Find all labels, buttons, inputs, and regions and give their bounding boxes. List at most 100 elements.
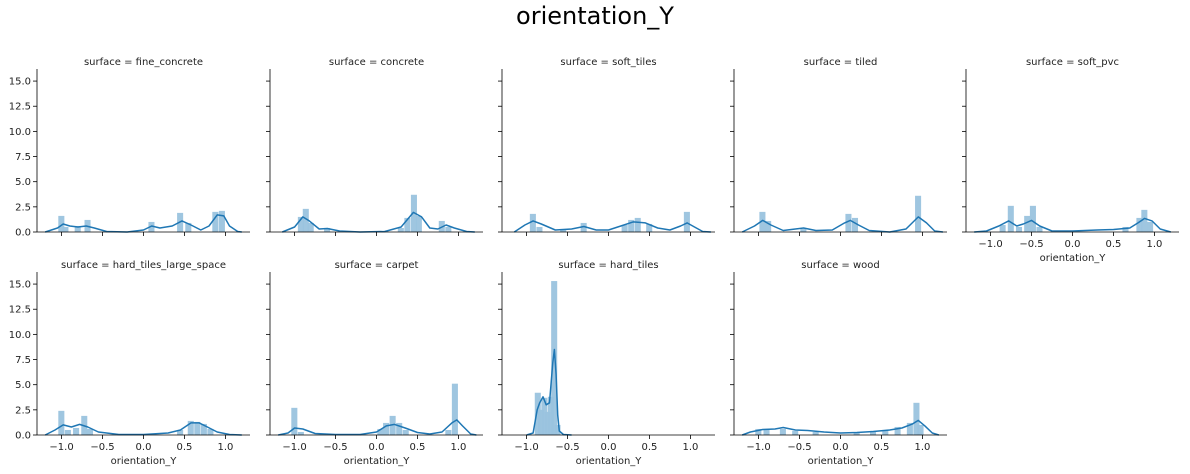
histogram-bar: [86, 428, 94, 435]
x-tick-label: −1.0: [746, 442, 770, 453]
y-tick-label: 0.0: [15, 431, 31, 442]
x-tick-label: 0.5: [410, 442, 426, 453]
y-tick-label: 5.0: [15, 380, 31, 391]
histogram-bar: [58, 215, 65, 232]
histogram-bar: [547, 396, 554, 435]
histogram-bar: [538, 409, 545, 435]
y-tick-label: 10.0: [9, 330, 31, 341]
facet-panel: surface = tiled: [730, 57, 947, 236]
histogram-bar: [148, 221, 155, 232]
panel-title: surface = hard_tiles_large_space: [61, 260, 226, 271]
facet-panel: surface = wood −1.0 −0.5 0.0 0.5 1.0 orientati…: [730, 260, 947, 467]
kde-line: [741, 216, 943, 233]
histogram-bar: [621, 224, 628, 232]
histogram-bar: [683, 211, 690, 232]
x-tick-label: 1.0: [450, 442, 466, 453]
histogram-bar: [415, 215, 422, 232]
x-tick-label: 0.5: [1106, 239, 1122, 250]
histogram-bar: [913, 402, 920, 435]
kde-line: [974, 217, 1172, 233]
histogram-bar: [200, 423, 207, 435]
histogram-bar: [297, 431, 304, 435]
histogram-bar: [62, 226, 69, 232]
panel-title: surface = tiled: [804, 57, 878, 68]
x-tick-label: −0.5: [787, 442, 811, 453]
histogram-bar: [383, 422, 390, 435]
histogram-bar: [851, 217, 859, 232]
x-tick-label: −1.0: [282, 442, 306, 453]
x-tick-label: 0.0: [601, 442, 617, 453]
x-tick-label: −1.0: [514, 442, 538, 453]
histogram-bar: [999, 224, 1006, 232]
x-tick-label: −0.5: [90, 442, 114, 453]
histogram-bar: [397, 227, 404, 232]
y-tick-label: 7.5: [15, 355, 31, 366]
histogram-bar: [534, 392, 541, 435]
histogram-bar: [1024, 215, 1031, 232]
kde-line: [513, 220, 711, 233]
x-axis-label: orientation_Y: [344, 456, 411, 467]
y-tick-label: 15.0: [9, 77, 31, 88]
histogram-bar: [58, 410, 65, 435]
y-tick-label: 5.0: [15, 177, 31, 188]
histogram-bar: [765, 220, 772, 232]
histogram-bar: [882, 429, 889, 435]
y-tick-label: 15.0: [9, 280, 31, 291]
panel-title: surface = carpet: [335, 260, 419, 271]
kde-line: [526, 348, 572, 436]
histogram-bar: [207, 428, 214, 435]
histogram-bar: [451, 383, 458, 435]
histogram-bar: [812, 431, 819, 435]
panel-title: surface = soft_pvc: [1026, 57, 1119, 68]
figure-title: orientation_Y: [516, 2, 674, 30]
histogram-bar: [404, 217, 411, 232]
histogram-bar: [845, 213, 852, 232]
x-axis-label: orientation_Y: [1040, 253, 1107, 264]
histogram-bar: [307, 222, 314, 232]
facet-panel: surface = concrete: [266, 57, 483, 236]
histogram-bar: [187, 420, 194, 435]
y-tick-label: 0.0: [15, 228, 31, 239]
x-tick-label: 1.0: [1146, 239, 1162, 250]
histogram-bar: [1007, 205, 1014, 232]
histogram-bar: [185, 222, 192, 232]
facet-panel: surface = soft_pvc −1.0 −0.5 0.0 0.5 1.0 orien…: [962, 57, 1179, 264]
histogram-bar: [894, 426, 901, 435]
histogram-bar: [194, 421, 201, 435]
kde-line: [44, 422, 242, 436]
histogram-bar: [1147, 221, 1154, 232]
histogram-bar: [755, 428, 762, 435]
histogram-bar: [177, 429, 184, 435]
x-axis-label: orientation_Y: [576, 456, 643, 467]
histogram-bar: [917, 424, 924, 435]
histogram-bar: [74, 225, 81, 232]
panel-title: surface = fine_concrete: [84, 57, 203, 68]
histogram-bar: [580, 222, 587, 232]
histogram-bar: [529, 213, 536, 232]
histogram-bar: [800, 228, 807, 232]
kde-line: [44, 214, 242, 233]
histogram-bar: [779, 428, 786, 435]
histogram-bar: [218, 210, 225, 232]
histogram-bar: [212, 211, 219, 232]
histogram-bar: [1036, 226, 1043, 232]
facet-panel: surface = hard_tiles_large_space 0.0 2.5 5.…: [9, 260, 250, 467]
histogram-bar: [554, 424, 561, 435]
y-tick-label: 12.5: [9, 305, 31, 316]
histogram-bar: [541, 397, 548, 435]
x-tick-label: 0.0: [136, 442, 152, 453]
histogram-bar: [1136, 217, 1143, 232]
histogram-bar: [291, 407, 298, 435]
histogram-bar: [64, 429, 71, 435]
x-tick-label: −0.5: [323, 442, 347, 453]
histogram-bar: [759, 211, 766, 232]
x-axis-label: orientation_Y: [111, 456, 178, 467]
histogram-bar: [544, 411, 551, 435]
kde-line: [278, 419, 477, 436]
panel-title: surface = wood: [801, 260, 879, 271]
facet-panel: surface = hard_tiles −1.0 −0.5 0.0 0.5 1.0 ori…: [498, 260, 715, 467]
histogram-bar: [560, 228, 567, 232]
x-tick-label: −0.5: [555, 442, 579, 453]
kde-line: [741, 419, 940, 436]
facet-panel: surface = carpet −1.0 −0.5 0.0 0.5 1.0 orienta…: [266, 260, 483, 467]
